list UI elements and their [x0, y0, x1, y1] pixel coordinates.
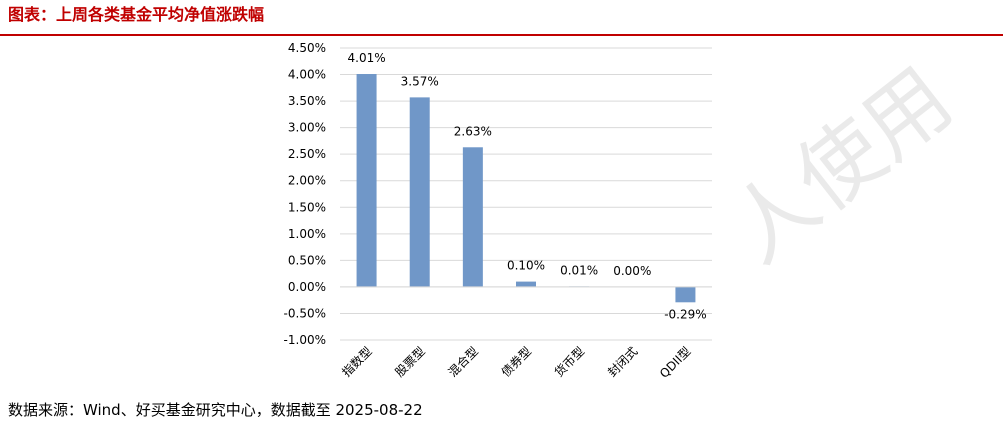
data-label: 2.63% — [454, 124, 492, 138]
data-label: 0.00% — [613, 264, 651, 278]
y-tick-label: 1.50% — [288, 200, 326, 214]
y-tick-label: 2.00% — [288, 174, 326, 188]
chart-title: 图表：上周各类基金平均净值涨跌幅 — [8, 5, 265, 24]
bar-6 — [675, 286, 696, 303]
x-category-label: QDII型 — [657, 344, 694, 381]
x-category-label: 债券型 — [498, 344, 534, 380]
y-tick-label: 1.00% — [288, 227, 326, 241]
y-tick-label: 3.00% — [288, 121, 326, 135]
y-tick-label: 4.50% — [288, 41, 326, 55]
grid-layer — [340, 47, 712, 341]
y-tick-label: 2.50% — [288, 147, 326, 161]
y-tick-label: 0.00% — [288, 280, 326, 294]
x-category-label: 封闭式 — [605, 344, 640, 379]
y-tick-label: -1.00% — [284, 333, 326, 347]
x-category-label: 混合型 — [445, 344, 481, 380]
x-category-label: 货币型 — [551, 344, 587, 380]
y-tick-label: 0.50% — [288, 253, 326, 267]
label-layer: 4.50% 4.00% 3.50% 3.00% 2.50% 2.00% 1.50% 1.00%… — [284, 41, 707, 381]
source-note: 数据来源：Wind、好买基金研究中心，数据截至 2025-08-22 — [8, 401, 423, 419]
data-label: 0.01% — [560, 263, 598, 277]
y-tick-label: 4.00% — [288, 68, 326, 82]
data-label: 0.10% — [507, 259, 545, 273]
title-divider — [0, 34, 1003, 36]
data-label: -0.29% — [664, 307, 706, 321]
y-tick-label: -0.50% — [284, 306, 326, 320]
bar-2 — [462, 147, 483, 287]
bar-layer — [356, 74, 696, 303]
data-label: 3.57% — [401, 74, 439, 88]
x-category-label: 指数型 — [339, 344, 375, 380]
x-category-label: 股票型 — [392, 344, 427, 379]
y-tick-label: 3.50% — [288, 94, 326, 108]
bar-3 — [516, 281, 536, 287]
data-label: 4.01% — [348, 51, 386, 65]
bar-0 — [356, 74, 377, 287]
bar-1 — [409, 97, 430, 287]
